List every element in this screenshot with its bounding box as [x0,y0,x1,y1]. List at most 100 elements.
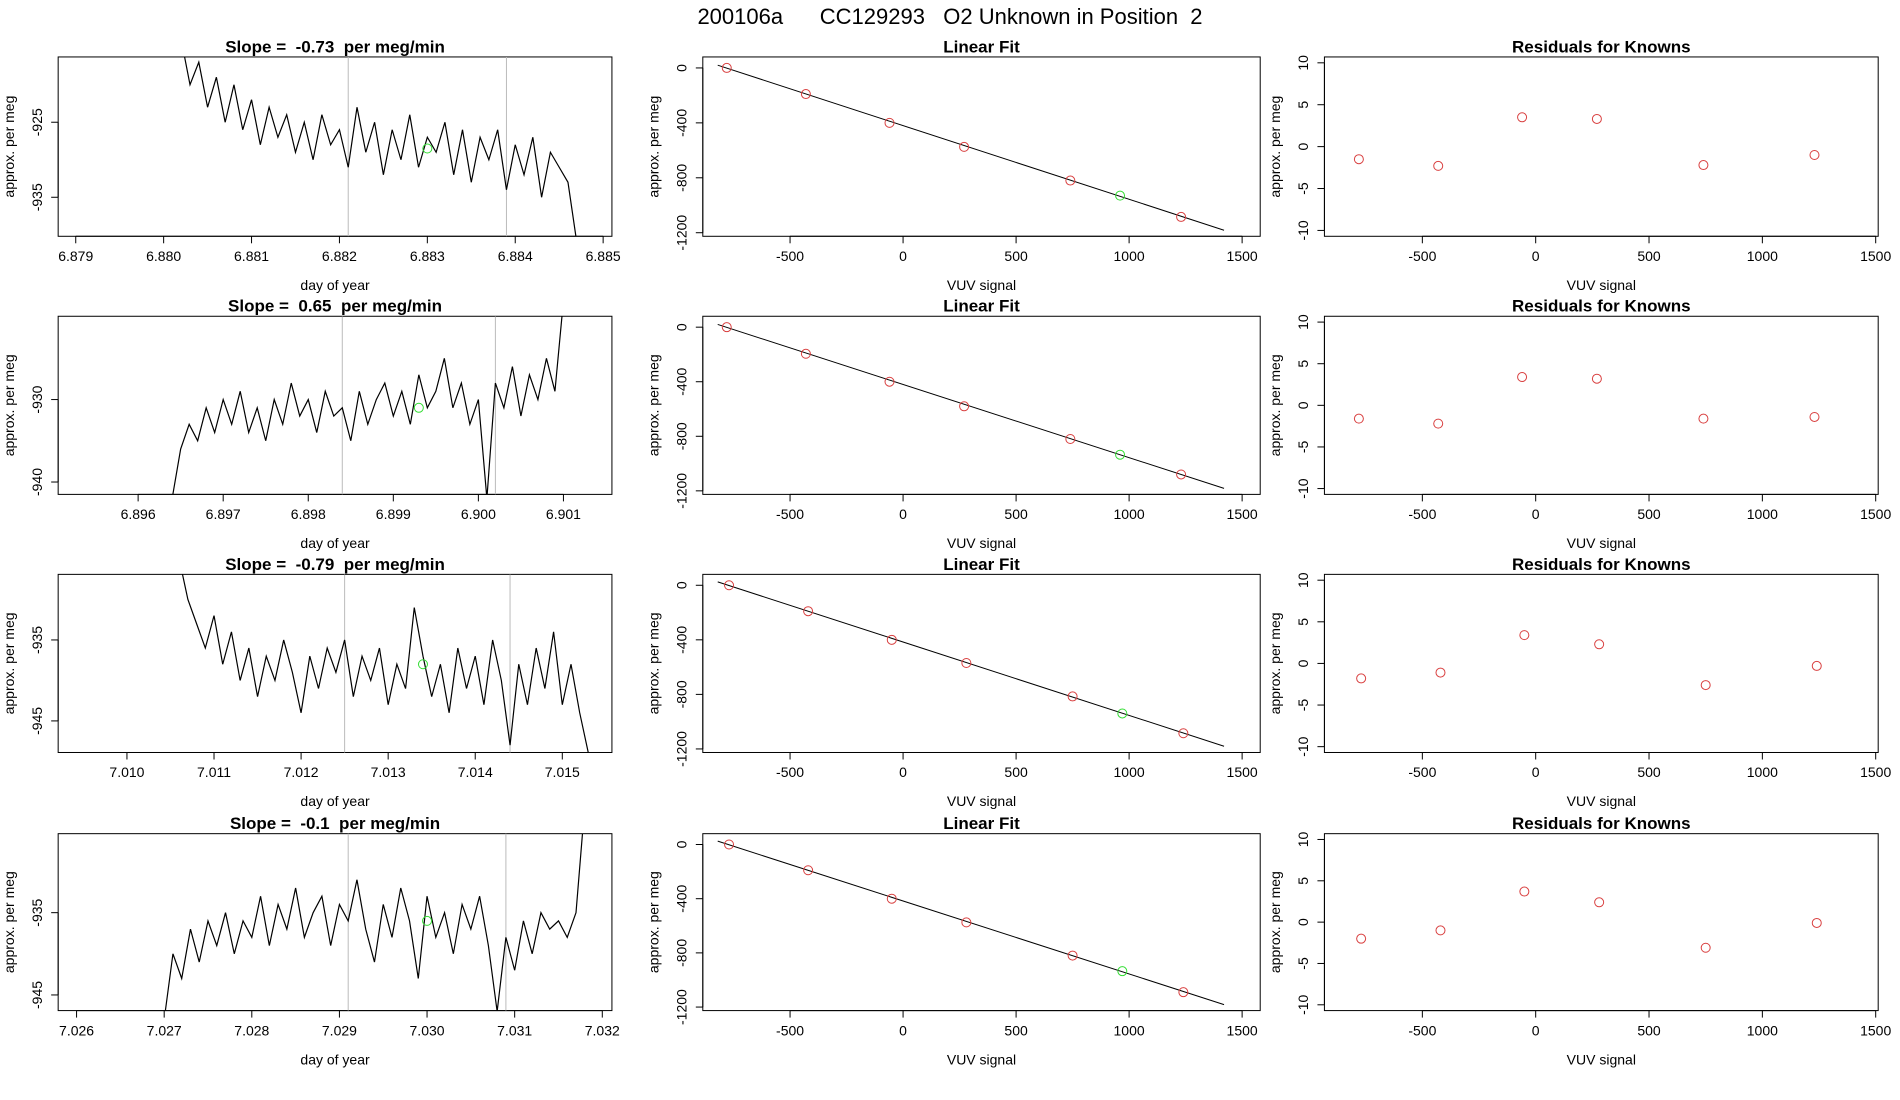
x-axis-label: VUV signal [947,1051,1016,1067]
x-tick-label: 500 [1004,506,1028,522]
y-axis-label: approx. per meg [1,354,17,456]
point [1809,411,1820,422]
point [1700,680,1711,691]
y-tick-label: -930 [29,385,45,413]
y-tick-label: -925 [29,108,45,136]
x-tick-label: 500 [1004,764,1028,780]
point [1811,660,1822,671]
point [961,917,972,928]
x-tick-label: 0 [1532,764,1540,780]
panel-title: Slope = -0.1 per meg/min [230,814,440,833]
panel: Slope = 0.65 per meg/min day of year appro… [1,297,613,551]
x-axis-label: day of year [300,535,370,551]
point [1698,160,1709,171]
y-axis-label: approx. per meg [1267,871,1283,973]
x-tick-label: 7.031 [497,1022,532,1038]
plot-box [702,573,1261,753]
panel: Slope = -0.73 per meg/min day of year appr… [1,37,621,293]
plot-area [1353,372,1820,429]
point [1067,691,1078,702]
y-tick-label: -935 [29,898,45,926]
panel-title: Linear Fit [943,297,1020,316]
x-tick-label: 500 [1637,764,1661,780]
panel-title: Residuals for Knowns [1512,297,1691,316]
y-axis-label: approx. per meg [1267,96,1283,198]
plot-box [702,56,1261,237]
y-tick-label: 10 [1295,831,1311,847]
y-tick-label: -1200 [674,731,690,767]
plot-box [57,56,613,237]
point [1435,667,1446,678]
panel: Linear Fit VUV signal approx. per meg -500 0… [646,555,1261,809]
plot-area [181,574,589,753]
x-tick-label: 1000 [1114,1022,1145,1038]
point [959,141,970,152]
plot-area [717,839,1225,1006]
x-tick-label: 1000 [1747,506,1778,522]
x-tick-label: -500 [776,764,804,780]
point [1698,413,1709,424]
y-tick-label: -5 [1295,957,1311,970]
y-axis-label: approx. per meg [1,612,17,714]
point [1067,950,1078,961]
point [1519,630,1530,641]
x-tick-label: 6.885 [586,248,621,264]
y-tick-label: -940 [29,468,45,496]
y-tick-label: 5 [1295,877,1311,885]
point [1433,160,1444,171]
y-tick-label: 0 [674,64,690,72]
y-tick-label: -1200 [674,989,690,1025]
y-tick-label: 5 [1295,360,1311,368]
y-tick-label: -935 [29,183,45,211]
panel-title: Residuals for Knowns [1512,814,1691,833]
plot-box [702,833,1261,1012]
y-tick-label: 10 [1295,572,1311,588]
x-axis-label: VUV signal [1567,535,1636,551]
x-tick-label: -500 [776,506,804,522]
x-tick-label: 500 [1637,506,1661,522]
x-tick-label: 1500 [1227,1022,1258,1038]
plot-area [717,580,1225,747]
data-line [181,574,589,753]
x-axis-label: VUV signal [947,793,1016,809]
point [1356,673,1367,684]
unknown-point [422,915,433,926]
point [1594,897,1605,908]
point [1117,708,1128,719]
x-tick-label: 7.027 [147,1022,182,1038]
point [1065,434,1076,445]
x-tick-label: 1000 [1114,506,1145,522]
point [1517,112,1528,123]
x-axis-label: VUV signal [947,277,1016,293]
y-tick-label: 0 [1295,401,1311,409]
x-axis-label: VUV signal [947,535,1016,551]
y-axis-label: approx. per meg [1267,612,1283,714]
y-tick-label: 0 [674,581,690,589]
y-tick-label: 0 [1295,659,1311,667]
x-tick-label: 6.882 [322,248,357,264]
panel: Residuals for Knowns VUV signal approx. pe… [1267,37,1891,293]
figure-title: 200106a CC129293 O2 Unknown in Position … [697,4,1202,29]
point [1178,728,1189,739]
x-tick-label: -500 [776,1022,804,1038]
panel-title: Slope = -0.79 per meg/min [225,555,445,574]
plot-area [717,322,1225,489]
x-tick-label: 7.015 [545,764,580,780]
panel-title: Residuals for Knowns [1512,37,1691,56]
plot-area [172,316,563,495]
y-tick-label: -10 [1295,220,1311,240]
y-tick-label: -800 [674,422,690,450]
y-tick-label: -10 [1295,736,1311,756]
y-tick-label: -945 [29,981,45,1009]
point [724,580,735,591]
point [1700,942,1711,953]
y-tick-label: -400 [674,626,690,654]
plot-area [1356,886,1822,953]
point [884,376,895,387]
point [1065,175,1076,186]
x-tick-label: 0 [899,248,907,264]
y-tick-label: -1200 [674,215,690,251]
y-axis-label: approx. per meg [1,96,17,198]
